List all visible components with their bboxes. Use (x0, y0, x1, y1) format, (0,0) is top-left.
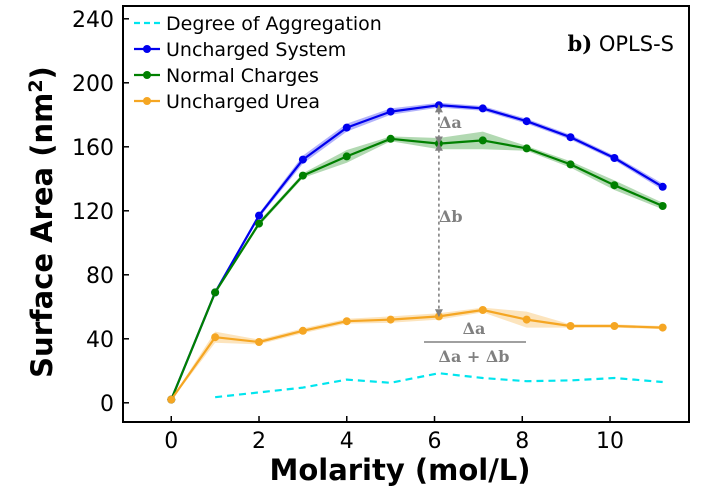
y-axis-title-close: ) (25, 66, 59, 79)
point-uncharged-urea (386, 315, 395, 324)
y-tick-label: 80 (86, 264, 114, 289)
annotation-ratio-denominator: Δa + Δb (439, 347, 510, 366)
legend-marker-uncharged-system (143, 45, 151, 53)
panel-label-prefix: b) (568, 31, 593, 56)
point-uncharged-system (522, 117, 531, 126)
legend-marker-uncharged-urea (143, 97, 151, 105)
legend-label-uncharged-urea: Uncharged Urea (166, 91, 320, 113)
y-tick-label: 240 (72, 8, 114, 33)
plot-frame (122, 5, 690, 423)
legend-label-uncharged-system: Uncharged System (166, 39, 346, 61)
axis-ticks: 0 2 4 6 8 10 0 40 80 120 160 200 240 (72, 8, 624, 454)
point-uncharged-system (386, 107, 395, 116)
y-tick-label: 40 (86, 328, 114, 353)
y-axis-title-superscript: 2 (25, 79, 47, 92)
point-uncharged-urea (211, 333, 220, 342)
point-normal-charges (478, 136, 487, 145)
annotation-delta-a-label: Δa (439, 113, 462, 132)
legend-label-degree-of-aggregation: Degree of Aggregation (166, 13, 382, 35)
annotation-ratio-numerator: Δa (463, 319, 486, 338)
panel-label-text: OPLS-S (599, 32, 674, 56)
point-normal-charges (658, 202, 667, 210)
point-uncharged-urea (298, 326, 307, 335)
point-normal-charges (522, 144, 531, 153)
point-normal-charges (386, 134, 395, 143)
annotation-delta-b-label: Δb (439, 207, 463, 226)
x-tick-label: 8 (515, 429, 529, 454)
band-uncharged-system (171, 102, 663, 401)
point-uncharged-urea (167, 395, 176, 404)
line-uncharged-system (170, 104, 664, 401)
point-normal-charges (255, 219, 264, 228)
point-uncharged-system (658, 182, 667, 191)
point-uncharged-system (255, 211, 264, 220)
confidence-bands (171, 102, 663, 401)
point-normal-charges (342, 152, 351, 161)
panel-label: b) OPLS-S (568, 31, 674, 56)
line-normal-charges (170, 137, 664, 401)
point-uncharged-system (566, 133, 575, 142)
point-uncharged-urea (658, 323, 667, 332)
line-degree-of-aggregation (215, 372, 663, 399)
legend: Degree of Aggregation Uncharged System N… (134, 13, 382, 113)
x-tick-label: 0 (164, 429, 178, 454)
point-normal-charges (610, 181, 619, 190)
x-tick-label: 10 (596, 429, 624, 454)
point-uncharged-urea (478, 306, 487, 314)
legend-label-normal-charges: Normal Charges (166, 65, 319, 87)
point-normal-charges (211, 288, 220, 297)
point-uncharged-urea (255, 338, 264, 346)
point-uncharged-urea (566, 322, 575, 330)
point-normal-charges (566, 160, 575, 169)
point-uncharged-system (342, 123, 351, 132)
x-tick-label: 6 (428, 429, 442, 454)
y-tick-label: 160 (72, 136, 114, 161)
point-normal-charges (298, 171, 307, 180)
point-uncharged-urea (342, 317, 351, 326)
point-uncharged-urea (610, 322, 619, 330)
y-tick-label: 200 (72, 72, 114, 97)
y-axis-title: Surface Area (nm2) (25, 66, 59, 378)
point-uncharged-urea (522, 315, 531, 324)
y-axis-title-main: Surface Area (nm (25, 93, 59, 378)
x-tick-label: 4 (340, 429, 354, 454)
band-uncharged-urea (171, 307, 663, 401)
y-tick-label: 0 (100, 392, 114, 417)
x-axis-title: Molarity (mol/L) (269, 453, 530, 487)
panel-label-space (592, 32, 599, 56)
series-lines (170, 104, 664, 401)
point-uncharged-system (610, 154, 619, 162)
legend-marker-normal-charges (143, 71, 151, 79)
point-uncharged-system (478, 104, 487, 113)
y-tick-label: 120 (72, 200, 114, 225)
line-uncharged-urea (170, 308, 663, 401)
x-tick-label: 2 (252, 429, 266, 454)
point-uncharged-system (298, 155, 307, 164)
